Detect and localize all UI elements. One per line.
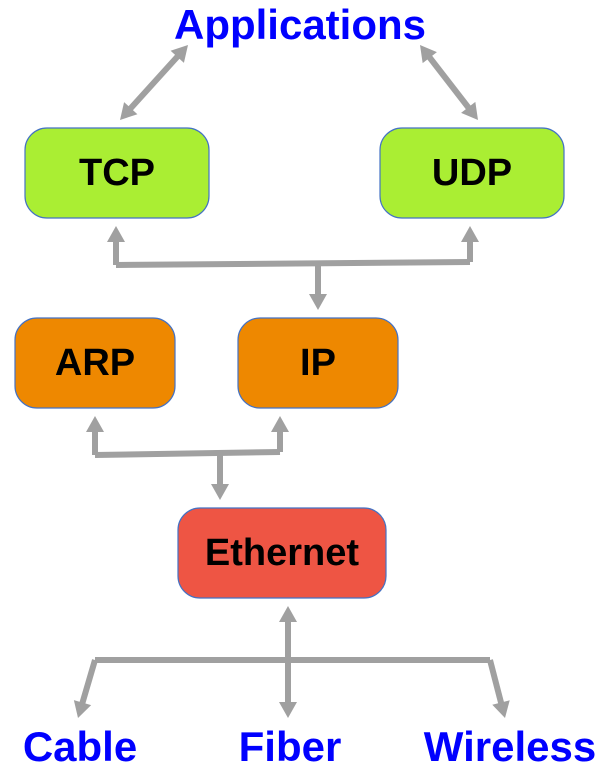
- node-label-ip: IP: [300, 342, 336, 384]
- label-fiber: Fiber: [239, 723, 342, 770]
- label-cable: Cable: [23, 723, 137, 770]
- node-label-udp: UDP: [432, 152, 512, 194]
- label-wireless: Wireless: [424, 723, 596, 770]
- node-udp: UDP: [380, 128, 564, 218]
- label-applications: Applications: [174, 1, 426, 48]
- node-ip: IP: [238, 318, 398, 408]
- node-ethernet: Ethernet: [178, 508, 386, 598]
- node-label-tcp: TCP: [79, 152, 155, 194]
- node-label-ethernet: Ethernet: [205, 532, 359, 574]
- node-tcp: TCP: [25, 128, 209, 218]
- node-arp: ARP: [15, 318, 175, 408]
- network-stack-diagram: TCP UDP ARP IP Ethernet Applications Cable Fibe…: [0, 0, 603, 771]
- node-label-arp: ARP: [55, 342, 135, 384]
